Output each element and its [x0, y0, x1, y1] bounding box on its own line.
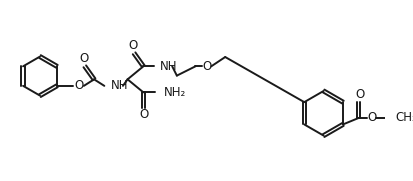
Text: NH: NH: [111, 79, 128, 92]
Text: O: O: [354, 88, 363, 101]
Text: O: O: [139, 108, 149, 121]
Text: O: O: [74, 79, 84, 92]
Text: CH₃: CH₃: [394, 111, 413, 124]
Text: NH: NH: [160, 60, 177, 73]
Text: O: O: [366, 111, 375, 124]
Text: NH₂: NH₂: [164, 86, 185, 99]
Text: O: O: [128, 39, 138, 52]
Text: O: O: [202, 60, 211, 73]
Text: O: O: [79, 52, 88, 65]
